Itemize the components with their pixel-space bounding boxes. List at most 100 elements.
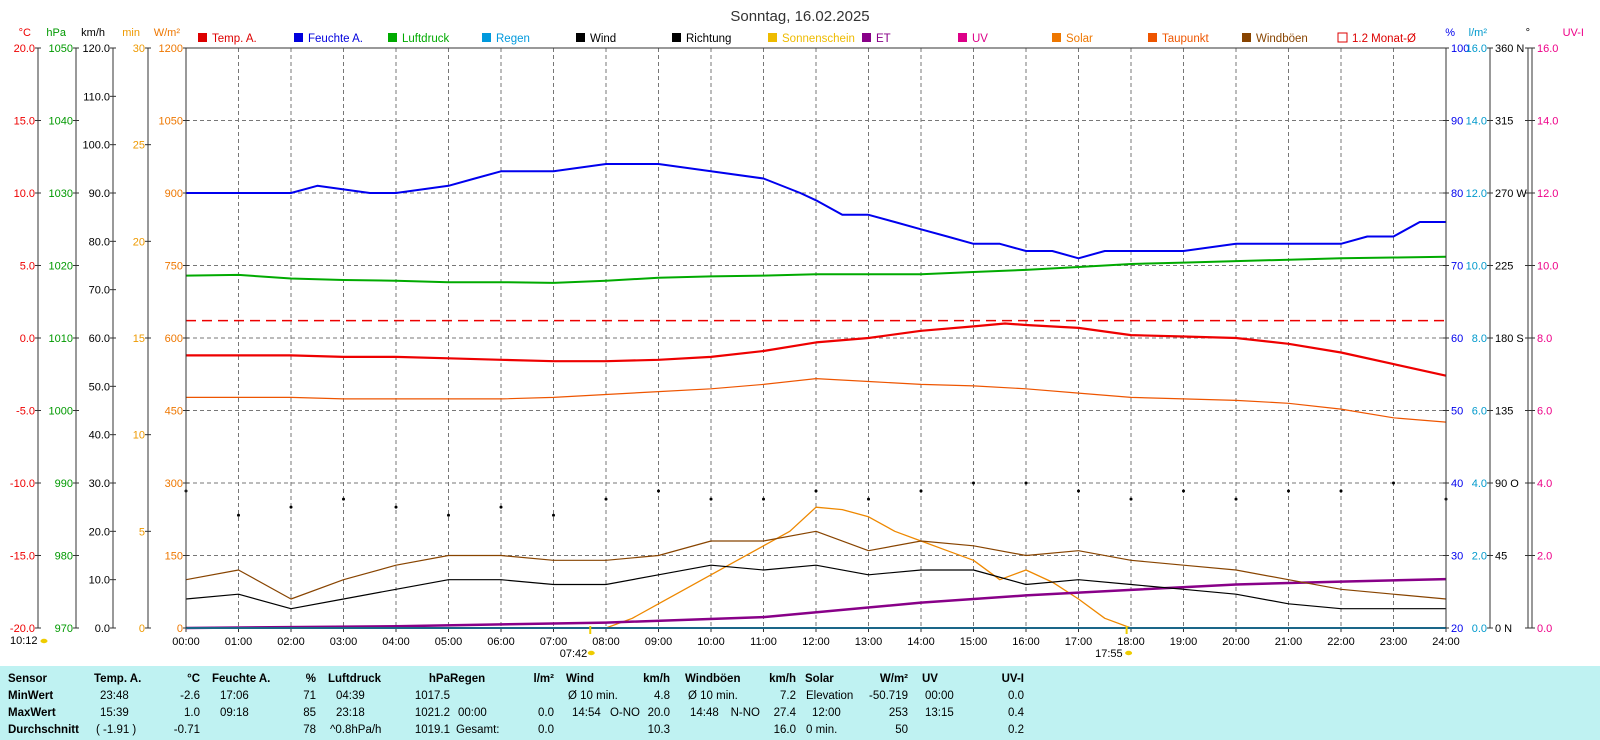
pressure-axis-tick-label: 1050 <box>49 43 73 55</box>
weather-chart: Sonntag, 16.02.2025 Temp. A. Feuchte A. Lu… <box>10 8 1584 660</box>
stats-min-hum-time: 17:06 <box>220 690 249 702</box>
sunset-sun-icon <box>1125 650 1133 656</box>
wind-axis-tick-label: 60.0 <box>89 333 110 345</box>
sunrise-sun-icon <box>587 650 595 656</box>
legend-label: ET <box>876 33 891 45</box>
direction-axis-tick-label: 315 <box>1495 116 1513 128</box>
stats-avg-hum-val: 78 <box>303 724 316 736</box>
stats-max-gust-val: 27.4 <box>773 707 796 719</box>
x-tick-label: 00:00 <box>172 636 200 648</box>
stats-min-pres-time: 04:39 <box>336 690 365 702</box>
legend-label: Taupunkt <box>1162 33 1209 45</box>
x-tick-label: 16:00 <box>1012 636 1040 648</box>
stats-max-uv-time: 13:15 <box>925 707 954 719</box>
direction-axis-tick-label: 180 S <box>1495 333 1524 345</box>
minutes-axis-tick-label: 5 <box>139 526 145 538</box>
stats-max-wind-val: 20.0 <box>647 707 670 719</box>
rain-axis-unit: l/m² <box>1469 27 1488 39</box>
x-tick-label: 07:00 <box>540 636 568 648</box>
solar-axis-unit: W/m² <box>154 27 181 39</box>
wind-axis-unit: km/h <box>81 27 105 39</box>
solar-axis-tick-label: 600 <box>165 333 183 345</box>
direction-point <box>1339 489 1343 493</box>
x-tick-label: 10:00 <box>697 636 725 648</box>
stats-header-pres-unit: hPa <box>428 673 450 685</box>
rain-axis-tick-label: 0.0 <box>1472 623 1487 635</box>
stats-max-pres-val: 1021.2 <box>414 707 450 719</box>
humidity-axis-tick-label: 30 <box>1451 551 1463 563</box>
series-line <box>186 163 1446 260</box>
wind-axis-tick-label: 120.0 <box>82 43 110 55</box>
pressure-axis-tick-label: 1020 <box>49 261 73 273</box>
x-tick-label: 20:00 <box>1222 636 1250 648</box>
temp-axis-tick-label: -10.0 <box>10 478 35 490</box>
x-tick-label: 08:00 <box>592 636 620 648</box>
direction-axis-tick-label: 135 <box>1495 406 1513 418</box>
direction-point <box>552 513 555 517</box>
legend-swatch <box>576 33 585 42</box>
uvi-axis-tick-label: 4.0 <box>1537 478 1552 490</box>
plot-frame <box>185 47 1447 629</box>
x-tick-label: 23:00 <box>1380 636 1408 648</box>
wind-axis-tick-label: 110.0 <box>83 91 110 103</box>
legend-swatch <box>862 33 871 42</box>
series-line <box>185 564 1446 610</box>
solar-axis-tick-label: 1050 <box>159 116 183 128</box>
humidity-axis-tick-label: 50 <box>1451 406 1463 418</box>
direction-axis-tick-label: 225 <box>1495 261 1513 273</box>
stats-avg-rain-time: Gesamt: <box>456 724 500 736</box>
stats-max-wind-dir: O-NO <box>609 707 640 719</box>
stats-header-wind-unit: km/h <box>643 673 670 685</box>
direction-point <box>1077 489 1080 493</box>
stats-max-temp-val: 1.0 <box>184 707 200 719</box>
temp-axis-tick-label: -5.0 <box>16 406 35 418</box>
uvi-axis-unit: UV-I <box>1563 27 1584 39</box>
rain-axis-tick-label: 2.0 <box>1472 551 1487 563</box>
wind-axis-tick-label: 80.0 <box>89 236 110 248</box>
stats-max-rain-val: 0.0 <box>538 707 554 719</box>
x-tick-label: 24:00 <box>1432 636 1460 648</box>
stats-header-uv: UV <box>922 673 938 685</box>
pressure-axis-tick-label: 1040 <box>49 116 73 128</box>
stats-min-temp-time: 23:48 <box>100 690 129 702</box>
chart-title: Sonntag, 16.02.2025 <box>730 8 869 25</box>
direction-point <box>762 497 765 501</box>
rain-axis-tick-label: 4.0 <box>1472 478 1487 490</box>
solar-axis-tick-label: 900 <box>165 188 183 200</box>
legend-swatch <box>482 33 491 42</box>
stats-header-gust-unit: km/h <box>769 673 796 685</box>
minutes-axis-tick-label: 20 <box>133 236 145 248</box>
legend-label: 1.2 Monat-Ø <box>1352 33 1416 45</box>
wind-axis-tick-label: 20.0 <box>89 526 110 538</box>
rain-axis-tick-label: 14.0 <box>1466 116 1487 128</box>
uvi-axis-tick-label: 0.0 <box>1537 623 1552 635</box>
uvi-axis-tick-label: 2.0 <box>1537 551 1552 563</box>
direction-axis-tick-label: 360 N <box>1495 43 1524 55</box>
solar-axis-tick-label: 0 <box>177 623 183 635</box>
solar-axis-tick-label: 1200 <box>159 43 183 55</box>
x-tick-label: 01:00 <box>225 636 253 648</box>
direction-point <box>1234 497 1238 501</box>
wind-axis-tick-label: 0.0 <box>95 623 110 635</box>
uvi-axis-tick-label: 8.0 <box>1537 333 1552 345</box>
legend: Temp. A. Feuchte A. Luftdruck Regen Wind Rich… <box>198 32 1416 45</box>
legend-swatch <box>768 33 777 42</box>
stats-min-temp-val: -2.6 <box>180 690 200 702</box>
humidity-axis-tick-label: 60 <box>1451 333 1463 345</box>
direction-axis-tick-label: 270 W <box>1495 188 1527 200</box>
solar-axis-tick-label: 150 <box>165 551 183 563</box>
temp-axis-tick-label: -20.0 <box>10 623 35 635</box>
uvi-axis-tick-label: 12.0 <box>1537 188 1558 200</box>
stats-max-hum-val: 85 <box>303 707 316 719</box>
stats-row-label-min: MinWert <box>8 690 54 702</box>
solar-axis-tick-label: 450 <box>165 406 183 418</box>
legend-label: Regen <box>496 33 530 45</box>
humidity-axis-tick-label: 40 <box>1451 478 1463 490</box>
direction-axis-tick-label: 45 <box>1495 551 1507 563</box>
direction-point <box>867 497 870 501</box>
x-tick-label: 11:00 <box>750 636 777 648</box>
pressure-axis-tick-label: 980 <box>55 551 73 563</box>
solar-axis-tick-label: 750 <box>165 261 183 273</box>
direction-point <box>394 505 398 509</box>
direction-axis-tick-label: 90 O <box>1495 478 1519 490</box>
